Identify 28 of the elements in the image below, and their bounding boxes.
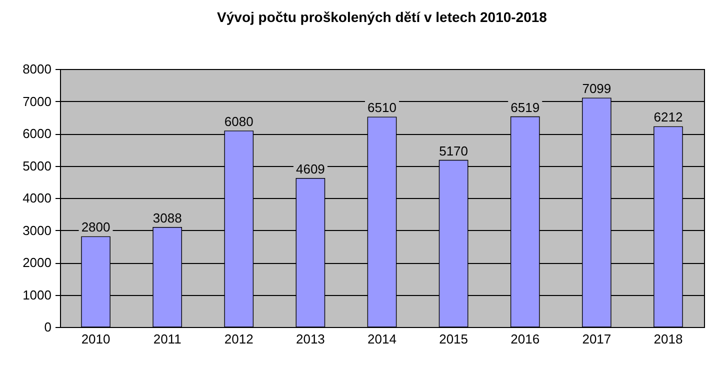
y-tick-label: 4000 bbox=[22, 190, 52, 206]
data-label: 2800 bbox=[81, 220, 110, 235]
y-tick-label: 7000 bbox=[22, 94, 52, 109]
data-label: 6510 bbox=[368, 100, 396, 116]
x-tick-label: 2017 bbox=[582, 332, 612, 346]
y-tick-label: 3000 bbox=[22, 222, 52, 238]
data-label: 5170 bbox=[439, 143, 468, 158]
y-tick-label: 6000 bbox=[22, 126, 52, 141]
x-tick-label: 2011 bbox=[153, 332, 182, 346]
x-tick-label: 2018 bbox=[654, 332, 683, 346]
x-tick-label: 2012 bbox=[224, 332, 254, 346]
y-tick-label: 5000 bbox=[22, 158, 52, 174]
x-tick-label: 2010 bbox=[81, 332, 110, 346]
y-tick-label: 2000 bbox=[22, 255, 52, 270]
x-tick-label: 2015 bbox=[439, 332, 468, 346]
x-tick-label: 2014 bbox=[368, 332, 396, 346]
y-tick-label: 1000 bbox=[22, 287, 52, 302]
x-tick-label: 2013 bbox=[296, 332, 325, 346]
data-label: 6080 bbox=[224, 114, 254, 129]
data-label: 7099 bbox=[582, 81, 612, 96]
data-label: 4609 bbox=[296, 161, 325, 176]
y-tick-label: 8000 bbox=[22, 62, 52, 76]
x-tick-label: 2016 bbox=[510, 332, 540, 346]
data-label: 6212 bbox=[654, 110, 683, 125]
y-tick-label: 0 bbox=[44, 320, 52, 334]
data-label: 3088 bbox=[152, 210, 182, 226]
chart-title: Vývoj počtu proškolených dětí v letech 2010-2018 bbox=[217, 9, 548, 25]
data-label: 6519 bbox=[510, 100, 540, 115]
